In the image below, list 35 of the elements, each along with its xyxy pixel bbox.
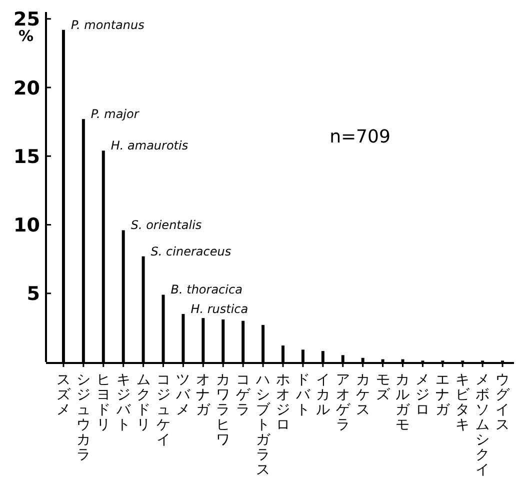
annotation: S. cineraceus: [150, 244, 232, 258]
x-tick-label: ツバメ: [175, 372, 192, 418]
x-tick-label: コゲラ: [236, 372, 252, 418]
annotation: P. montanus: [70, 18, 144, 32]
x-tick-label: メボソムシクイ: [476, 372, 490, 478]
y-tick-label: 10: [14, 214, 40, 237]
annotation: B. thoracica: [170, 282, 242, 297]
y-tick-label: 5: [26, 283, 40, 306]
annotation: H. amaurotis: [110, 138, 188, 153]
x-tick-label: ホオジロ: [276, 372, 290, 433]
x-tick-label: ヒヨドリ: [96, 372, 110, 433]
x-tick-label: イカル: [316, 372, 330, 418]
annotation: P. major: [90, 107, 140, 122]
y-tick-label: 15: [14, 146, 40, 168]
x-tick-label: ハシブトガラス: [255, 372, 272, 478]
x-tick-label: ドバト: [294, 372, 311, 418]
x-tick-label: アオゲラ: [336, 372, 351, 433]
x-tick-label: キビタキ: [456, 372, 471, 433]
y-tick-label: 20: [14, 77, 40, 100]
x-tick-label: モズ: [376, 372, 391, 403]
x-tick-label: ウグイス: [496, 372, 511, 433]
x-tick-label: メジロ: [416, 372, 430, 418]
x-tick-label: ムクドリ: [136, 372, 150, 433]
x-tick-label: シジュウカラ: [76, 372, 90, 463]
x-tick-label: カワラヒワ: [216, 372, 230, 448]
x-tick-label: スズメ: [56, 372, 72, 418]
annotation: H. rustica: [190, 302, 248, 316]
x-tick-label: キジバト: [115, 372, 132, 433]
annotation: n=709: [330, 126, 390, 148]
x-tick-label: カルガモ: [396, 372, 411, 433]
annotation: S. orientalis: [130, 218, 202, 232]
x-tick-label: コジュケイ: [156, 372, 170, 448]
x-tick-label: オナガ: [196, 372, 212, 418]
x-tick-label: カケス: [356, 372, 370, 418]
x-tick-label: エナガ: [436, 372, 451, 418]
